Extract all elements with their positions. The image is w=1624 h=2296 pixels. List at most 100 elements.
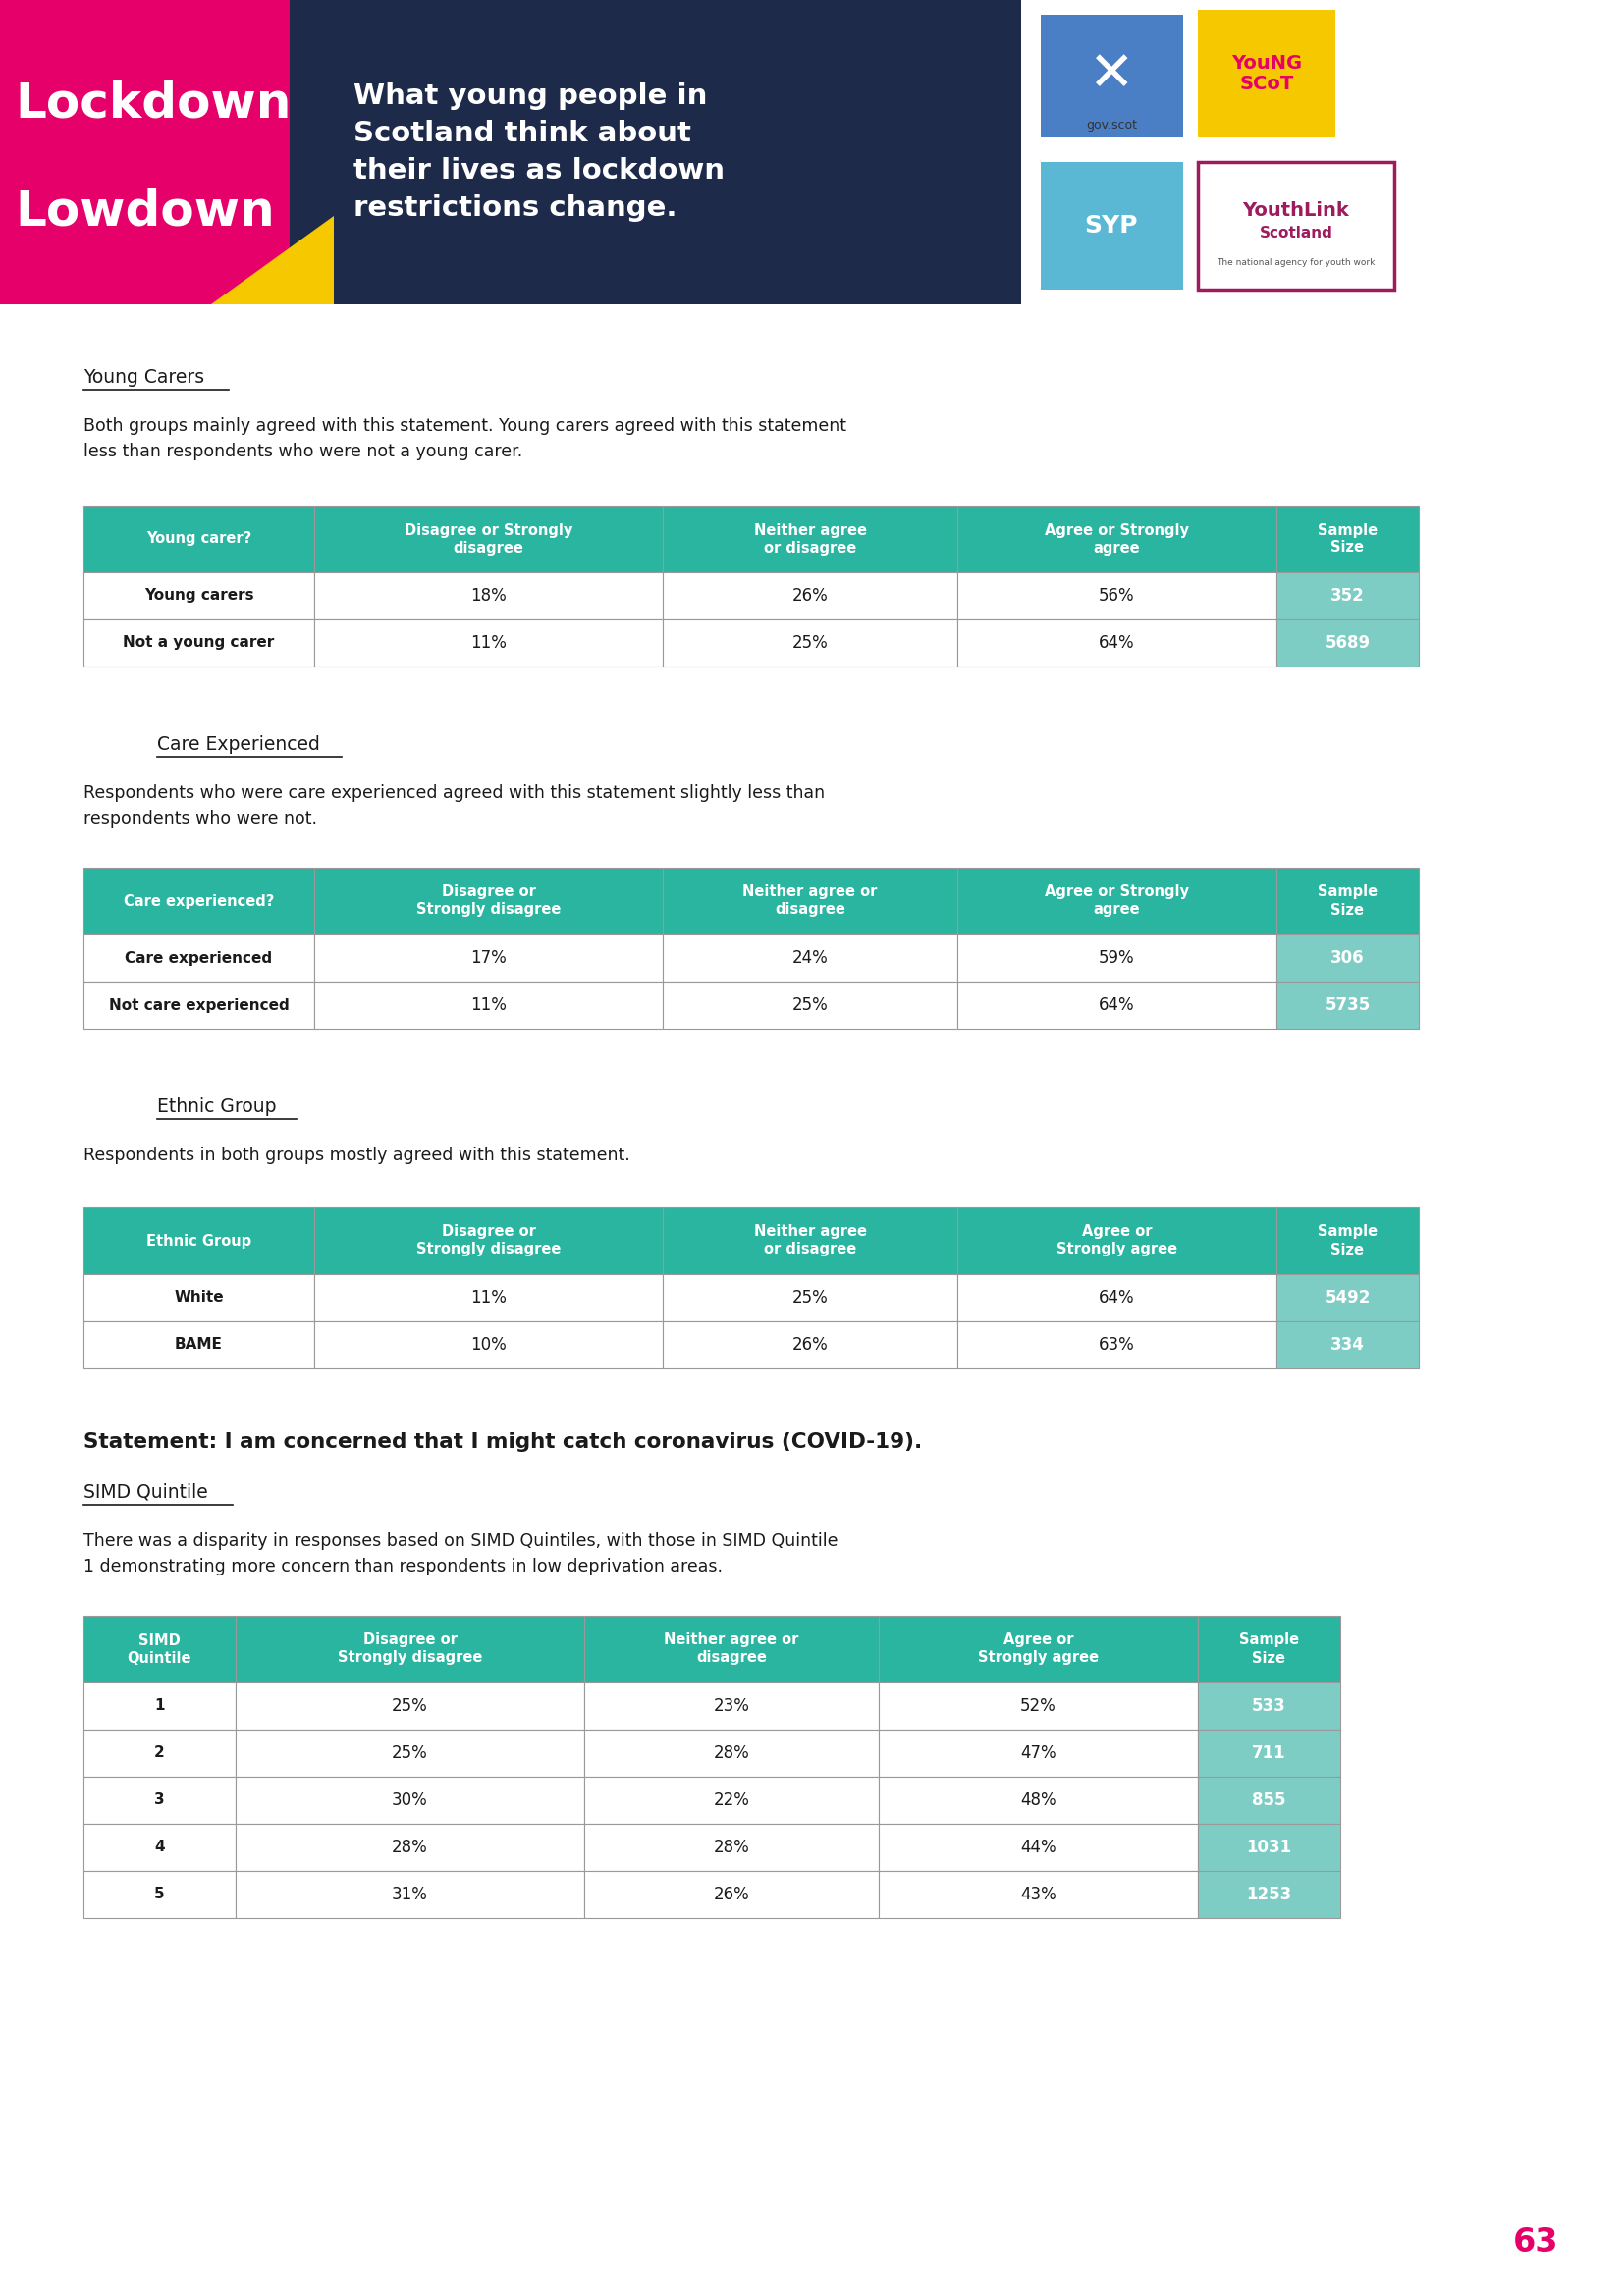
Bar bbox=[957, 1208, 1276, 1274]
Text: gov.scot: gov.scot bbox=[1086, 119, 1137, 133]
Text: Care Experienced: Care Experienced bbox=[158, 735, 320, 753]
Text: Lockdown: Lockdown bbox=[15, 80, 291, 126]
Text: 4: 4 bbox=[154, 1839, 164, 1855]
Bar bbox=[83, 1823, 235, 1871]
Text: YouthLink: YouthLink bbox=[1242, 202, 1350, 220]
Text: There was a disparity in responses based on SIMD Quintiles, with those in SIMD Q: There was a disparity in responses based… bbox=[83, 1531, 838, 1575]
Bar bbox=[83, 983, 313, 1029]
Text: 5735: 5735 bbox=[1325, 996, 1371, 1015]
Bar bbox=[1041, 14, 1184, 138]
Text: SYP: SYP bbox=[1085, 214, 1138, 236]
Text: Statement: I am concerned that I might catch coronavirus (COVID-19).: Statement: I am concerned that I might c… bbox=[83, 1433, 922, 1451]
Text: 56%: 56% bbox=[1099, 588, 1135, 604]
Bar bbox=[663, 1320, 957, 1368]
Text: Disagree or
Strongly disagree: Disagree or Strongly disagree bbox=[416, 884, 560, 918]
Text: 26%: 26% bbox=[793, 1336, 828, 1355]
Text: 47%: 47% bbox=[1020, 1745, 1056, 1761]
Text: 23%: 23% bbox=[713, 1697, 750, 1715]
Bar bbox=[879, 1616, 1199, 1683]
Bar bbox=[235, 1777, 585, 1823]
Text: Neither agree or
disagree: Neither agree or disagree bbox=[664, 1632, 799, 1665]
Text: The national agency for youth work: The national agency for youth work bbox=[1216, 259, 1376, 269]
Bar bbox=[585, 1777, 879, 1823]
Text: 30%: 30% bbox=[391, 1791, 429, 1809]
Text: 59%: 59% bbox=[1099, 948, 1135, 967]
Polygon shape bbox=[211, 216, 335, 305]
Text: 18%: 18% bbox=[471, 588, 507, 604]
Bar bbox=[1276, 868, 1419, 934]
Bar bbox=[879, 1683, 1199, 1729]
Bar bbox=[957, 505, 1276, 572]
Bar bbox=[957, 620, 1276, 666]
Bar bbox=[585, 1729, 879, 1777]
Bar bbox=[313, 1320, 663, 1368]
Text: Disagree or
Strongly disagree: Disagree or Strongly disagree bbox=[338, 1632, 482, 1665]
Text: Disagree or
Strongly disagree: Disagree or Strongly disagree bbox=[416, 1224, 560, 1256]
Text: 5689: 5689 bbox=[1325, 634, 1371, 652]
Text: BAME: BAME bbox=[175, 1339, 222, 1352]
Text: Ethnic Group: Ethnic Group bbox=[158, 1097, 276, 1116]
Text: Scotland: Scotland bbox=[1259, 227, 1333, 241]
Text: Sample
Size: Sample Size bbox=[1239, 1632, 1299, 1665]
Text: 711: 711 bbox=[1252, 1745, 1286, 1761]
Bar bbox=[585, 1823, 879, 1871]
Text: Both groups mainly agreed with this statement. Young carers agreed with this sta: Both groups mainly agreed with this stat… bbox=[83, 418, 846, 461]
Bar bbox=[1199, 163, 1395, 289]
Text: 10%: 10% bbox=[471, 1336, 507, 1355]
Text: Lowdown: Lowdown bbox=[15, 188, 274, 234]
Text: 855: 855 bbox=[1252, 1791, 1286, 1809]
Bar bbox=[663, 1274, 957, 1320]
Bar bbox=[1276, 1320, 1419, 1368]
Text: 44%: 44% bbox=[1020, 1839, 1056, 1855]
Bar bbox=[235, 1616, 585, 1683]
Text: 31%: 31% bbox=[391, 1885, 429, 1903]
Bar bbox=[313, 1208, 663, 1274]
Text: White: White bbox=[174, 1290, 224, 1304]
Bar bbox=[313, 620, 663, 666]
Text: Agree or
Strongly agree: Agree or Strongly agree bbox=[978, 1632, 1099, 1665]
Text: Young carers: Young carers bbox=[145, 588, 253, 604]
Text: Sample
Size: Sample Size bbox=[1317, 523, 1377, 556]
Text: 11%: 11% bbox=[471, 996, 507, 1015]
Bar bbox=[83, 620, 313, 666]
Bar bbox=[585, 1616, 879, 1683]
Text: 63: 63 bbox=[1514, 2225, 1559, 2259]
Bar bbox=[1199, 1683, 1340, 1729]
Bar bbox=[1199, 1777, 1340, 1823]
Text: Agree or Strongly
agree: Agree or Strongly agree bbox=[1044, 523, 1189, 556]
Bar bbox=[879, 1777, 1199, 1823]
Bar bbox=[83, 1208, 313, 1274]
Bar bbox=[313, 505, 663, 572]
Bar bbox=[663, 505, 957, 572]
Bar bbox=[1276, 1208, 1419, 1274]
Bar bbox=[83, 1320, 313, 1368]
Text: Care experienced?: Care experienced? bbox=[123, 893, 274, 909]
Text: SIMD Quintile: SIMD Quintile bbox=[83, 1483, 208, 1502]
Text: 334: 334 bbox=[1330, 1336, 1364, 1355]
Bar bbox=[83, 1777, 235, 1823]
Text: SIMD
Quintile: SIMD Quintile bbox=[127, 1632, 192, 1665]
Text: 64%: 64% bbox=[1099, 634, 1135, 652]
Text: 25%: 25% bbox=[391, 1697, 429, 1715]
Bar bbox=[879, 1729, 1199, 1777]
Bar bbox=[957, 1274, 1276, 1320]
Text: 5: 5 bbox=[154, 1887, 164, 1901]
Text: Sample
Size: Sample Size bbox=[1317, 1224, 1377, 1256]
Bar bbox=[1199, 1616, 1340, 1683]
Bar bbox=[1276, 572, 1419, 620]
Text: 26%: 26% bbox=[793, 588, 828, 604]
Text: 11%: 11% bbox=[471, 1288, 507, 1306]
Bar bbox=[83, 1616, 235, 1683]
Bar bbox=[1199, 1871, 1340, 1917]
Bar bbox=[663, 983, 957, 1029]
Text: 25%: 25% bbox=[793, 996, 828, 1015]
Bar bbox=[313, 572, 663, 620]
Bar bbox=[957, 1320, 1276, 1368]
Bar bbox=[879, 1871, 1199, 1917]
Bar bbox=[879, 1823, 1199, 1871]
Text: 26%: 26% bbox=[713, 1885, 750, 1903]
Bar bbox=[83, 1683, 235, 1729]
Bar bbox=[1041, 163, 1184, 289]
Bar bbox=[1276, 983, 1419, 1029]
Text: Neither agree
or disagree: Neither agree or disagree bbox=[754, 523, 867, 556]
